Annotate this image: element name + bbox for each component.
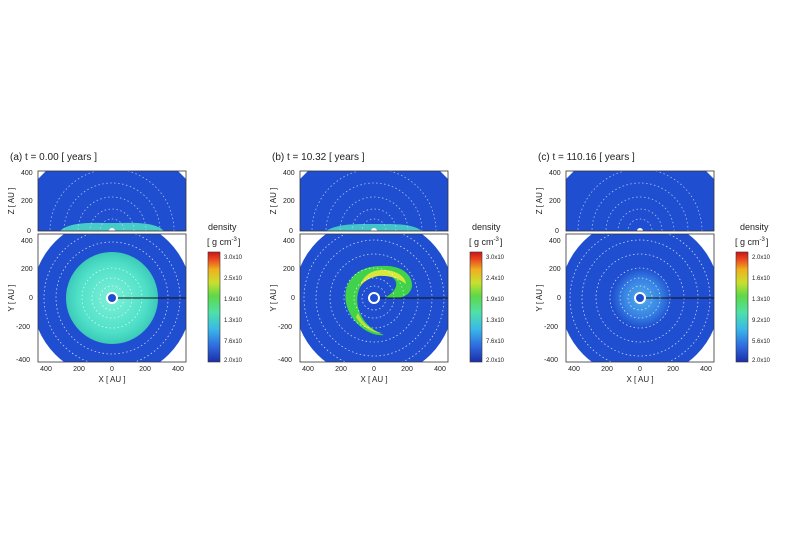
panel-a-x-tick: 200 [139, 366, 151, 373]
panel-b-xy-tick: -400 [278, 357, 292, 364]
panel-b-xy-plot [300, 234, 448, 362]
panel-a-x-tick: 200 [73, 366, 85, 373]
colorbar-tick: 9.2x10 [752, 318, 771, 324]
panel-a-x-tick: 0 [110, 366, 114, 373]
panel-b-xz-tick: 0 [289, 228, 293, 235]
panel-a-colorbar: density [ g cm-3] 3.0x10 2.5x10 1.9x10 1… [207, 222, 243, 364]
panel-a-xy-tick: 200 [21, 266, 33, 273]
colorbar-tick: 1.3x10 [752, 297, 771, 303]
colorbar-tick: 1.3x10 [224, 318, 243, 324]
panel-a: Z [ AU ] Y [ AU ] 400 200 0 400 200 0 -2… [7, 170, 243, 384]
colorbar-units: [ g cm-3] [207, 237, 240, 247]
panel-c-xy-tick: -200 [544, 324, 558, 331]
panel-b-xlabel: X [ AU ] [360, 375, 387, 384]
panel-a-xz-tick: 400 [21, 170, 33, 177]
panel-c-xy-tick: 200 [549, 266, 561, 273]
panel-c-xz-plot [566, 171, 714, 231]
panel-a-x-tick: 400 [172, 366, 184, 373]
panel-a-xy-ylabel: Y [ AU ] [7, 285, 16, 312]
panel-c: Z [ AU ] Y [ AU ] 400 200 0 400 200 0 -2… [535, 170, 771, 384]
panel-c-xy-tick: -400 [544, 357, 558, 364]
colorbar-title: density [740, 222, 769, 232]
panel-b-x-tick: 200 [401, 366, 413, 373]
panel-a-xz-tick: 0 [27, 228, 31, 235]
colorbar-tick: 5.6x10 [752, 339, 771, 345]
panel-b-x-tick: 400 [434, 366, 446, 373]
panel-b-xy-tick: -200 [278, 324, 292, 331]
panel-c-xy-tick: 400 [549, 238, 561, 245]
colorbar-tick: 2.5x10 [224, 276, 243, 282]
panel-c-xz-tick: 400 [549, 170, 561, 177]
panel-b-xz-tick: 200 [283, 198, 295, 205]
colorbar-tick: 3.0x10 [224, 255, 243, 261]
panel-c-xy-plot [566, 234, 714, 362]
colorbar-tick: 2.0x10 [752, 358, 771, 364]
colorbar-tick: 7.6x10 [486, 339, 505, 345]
panel-b-x-tick: 0 [372, 366, 376, 373]
panel-b-xy-ylabel: Y [ AU ] [269, 285, 278, 312]
panel-c-xz-tick: 0 [555, 228, 559, 235]
panel-c-colorbar: density [ g cm-3] 2.0x10 1.6x10 1.3x10 9… [735, 222, 771, 364]
colorbar-tick: 3.0x10 [486, 255, 505, 261]
panel-a-xz-plot [38, 171, 186, 231]
colorbar-title: density [472, 222, 501, 232]
panel-b-xz-ylabel: Z [ AU ] [269, 188, 278, 215]
colorbar-units: [ g cm-3] [469, 237, 502, 247]
panel-b-xz-plot [300, 171, 448, 231]
colorbar-units: [ g cm-3] [735, 237, 768, 247]
panel-c-xy-tick: 0 [557, 295, 561, 302]
colorbar-tick: 1.9x10 [486, 297, 505, 303]
panel-a-xlabel: X [ AU ] [98, 375, 125, 384]
panel-a-title: (a) t = 0.00 [ years ] [10, 152, 97, 163]
panel-c-x-tick: 200 [667, 366, 679, 373]
panel-c-x-tick: 400 [700, 366, 712, 373]
panel-c-xy-ylabel: Y [ AU ] [535, 285, 544, 312]
panel-c-xlabel: X [ AU ] [626, 375, 653, 384]
panel-c-xz-tick: 200 [549, 198, 561, 205]
colorbar-tick: 2.4x10 [486, 276, 505, 282]
colorbar-tick: 1.3x10 [486, 318, 505, 324]
panel-b-x-tick: 400 [302, 366, 314, 373]
colorbar-tick: 2.0x10 [752, 255, 771, 261]
panel-a-xy-tick: 400 [21, 238, 33, 245]
panel-b-xz-tick: 400 [283, 170, 295, 177]
panel-a-xy-plot [38, 234, 186, 362]
colorbar-title: density [208, 222, 237, 232]
colorbar-tick: 1.6x10 [752, 276, 771, 282]
panel-b-xy-tick: 400 [283, 238, 295, 245]
panel-b: Z [ AU ] Y [ AU ] 400 200 0 400 200 0 -2… [269, 170, 505, 384]
colorbar-tick: 1.9x10 [224, 297, 243, 303]
panel-a-xz-ylabel: Z [ AU ] [7, 188, 16, 215]
panel-c-x-tick: 400 [568, 366, 580, 373]
panel-c-title: (c) t = 110.16 [ years ] [538, 152, 635, 163]
colorbar-tick: 2.0x10 [224, 358, 243, 364]
panel-a-xy-tick: 0 [29, 295, 33, 302]
panel-c-x-tick: 200 [601, 366, 613, 373]
colorbar-tick: 2.0x10 [486, 358, 505, 364]
panel-b-colorbar: density [ g cm-3] 3.0x10 2.4x10 1.9x10 1… [469, 222, 505, 364]
colorbar-tick: 7.6x10 [224, 339, 243, 345]
panel-b-title: (b) t = 10.32 [ years ] [272, 152, 365, 163]
panel-c-x-tick: 0 [638, 366, 642, 373]
panel-b-xy-tick: 0 [291, 295, 295, 302]
panel-a-xz-tick: 200 [21, 198, 33, 205]
panel-b-x-tick: 200 [335, 366, 347, 373]
panel-b-xy-tick: 200 [283, 266, 295, 273]
panel-a-xy-tick: -400 [16, 357, 30, 364]
panel-a-x-tick: 400 [40, 366, 52, 373]
panel-c-xz-ylabel: Z [ AU ] [535, 188, 544, 215]
panel-a-xy-tick: -200 [16, 324, 30, 331]
